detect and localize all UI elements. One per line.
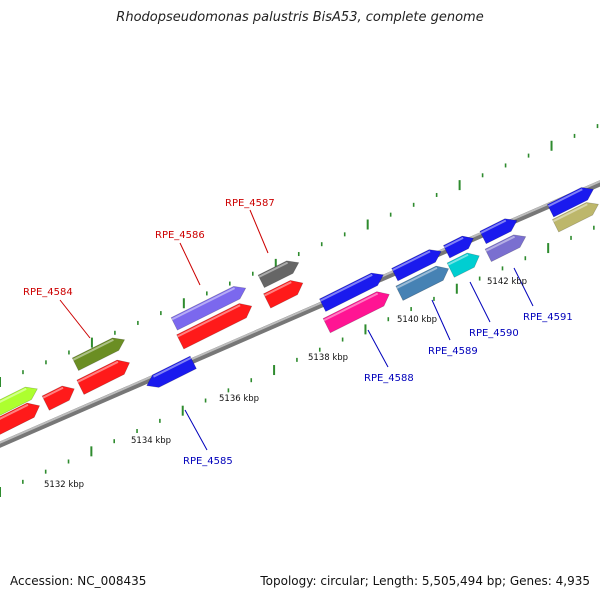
gene-label[interactable]: RPE_4587 <box>225 198 275 209</box>
map-title: Rhodopseudomonas palustris BisA53, compl… <box>116 10 484 25</box>
kbp-label: 5134 kbp <box>131 436 171 446</box>
gene-red-d[interactable] <box>176 303 253 350</box>
leader-line <box>249 209 269 254</box>
leader-line <box>179 242 201 286</box>
tick-marks <box>0 124 599 497</box>
gene-label[interactable]: RPE_4591 <box>523 312 573 323</box>
gene-blue-c[interactable] <box>443 235 474 259</box>
gene-label[interactable]: RPE_4589 <box>428 346 478 357</box>
gene-rpe4587[interactable] <box>257 260 300 289</box>
gene-rpe4585[interactable] <box>146 355 197 388</box>
gene-red-e[interactable] <box>263 280 304 309</box>
gene-khaki[interactable] <box>552 202 599 233</box>
gene-rpe4590[interactable] <box>446 252 480 278</box>
leader-line <box>431 299 451 341</box>
gene-blue-a[interactable] <box>319 272 384 312</box>
genome-summary-text: Topology: circular; Length: 5,505,494 bp… <box>260 574 590 588</box>
gene-blue-b[interactable] <box>391 249 442 282</box>
gene-blue-e[interactable] <box>547 187 594 218</box>
kbp-label: 5138 kbp <box>308 353 348 363</box>
leader-line <box>367 329 389 368</box>
leader-line <box>513 267 534 307</box>
label-leader-lines <box>59 209 534 451</box>
gene-rpe4584[interactable] <box>71 337 126 371</box>
leader-line <box>184 409 208 451</box>
gene-rpe4591[interactable] <box>484 234 527 263</box>
gene-rpe4588[interactable] <box>322 291 390 334</box>
gene-rpe4586[interactable] <box>170 286 247 331</box>
gene-label[interactable]: RPE_4584 <box>23 287 73 298</box>
gene-label[interactable]: RPE_4585 <box>183 456 233 467</box>
accession-text: Accession: NC_008435 <box>10 574 147 588</box>
map-labels: RPE_4584 RPE_4586 RPE_4587 RPE_4585 RPE_4588… <box>23 198 573 490</box>
gene-label[interactable]: RPE_4586 <box>155 230 205 241</box>
kbp-label: 5140 kbp <box>397 315 437 325</box>
kbp-label: 5136 kbp <box>219 394 259 404</box>
gene-red-c[interactable] <box>76 359 131 395</box>
leader-line <box>469 281 491 323</box>
gene-label[interactable]: RPE_4590 <box>469 328 519 339</box>
gene-red-b[interactable] <box>41 385 75 411</box>
kbp-label: 5132 kbp <box>44 480 84 490</box>
kbp-label: 5142 kbp <box>487 277 527 287</box>
gene-rpe4589[interactable] <box>395 265 450 301</box>
gene-red-a[interactable] <box>0 402 41 437</box>
genome-backbone <box>0 180 600 448</box>
gene-label[interactable]: RPE_4588 <box>364 373 414 384</box>
gene-lime[interactable] <box>0 386 38 417</box>
leader-line <box>59 299 91 339</box>
gene-features <box>0 187 599 437</box>
gene-blue-d[interactable] <box>479 218 518 245</box>
